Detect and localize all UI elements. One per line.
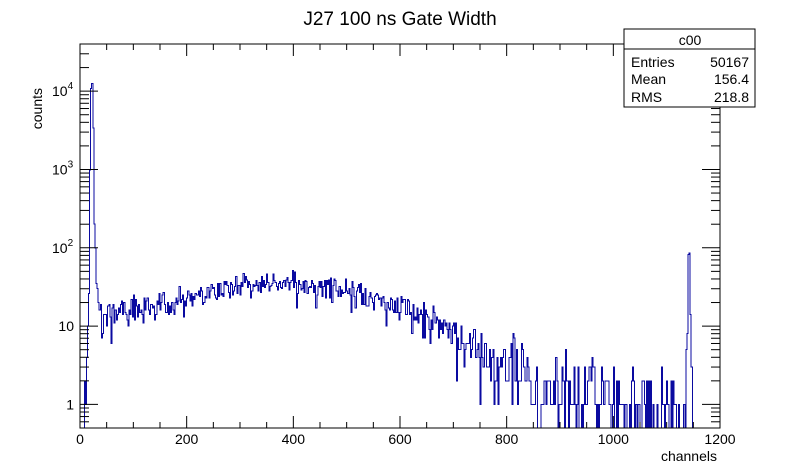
- y-tick-label: 103: [52, 159, 74, 177]
- stats-rms-value: 218.8: [714, 89, 749, 105]
- stats-mean-value: 156.4: [714, 71, 749, 87]
- stats-box-frame: [623, 28, 756, 108]
- y-tick-label: 1: [66, 396, 74, 412]
- x-axis-label: channels: [661, 448, 717, 464]
- y-tick-exponent: 2: [68, 238, 74, 249]
- y-tick-label: 102: [52, 238, 74, 256]
- y-tick-exponent: 4: [68, 81, 74, 92]
- x-tick-label: 0: [76, 431, 84, 447]
- chart-title: J27 100 ns Gate Width: [303, 9, 496, 30]
- stats-mean-label: Mean: [631, 71, 666, 87]
- stats-box-title: c00: [679, 32, 702, 48]
- y-tick-label: 10: [58, 318, 74, 334]
- stats-rms-label: RMS: [631, 89, 662, 105]
- x-tick-label: 800: [495, 431, 519, 447]
- stats-entries-label: Entries: [631, 54, 675, 70]
- x-tick-label: 200: [175, 431, 199, 447]
- x-tick-label: 400: [282, 431, 306, 447]
- y-axis-label: counts: [29, 88, 45, 129]
- x-tick-label: 1200: [704, 431, 735, 447]
- y-tick-label: 104: [52, 81, 74, 99]
- stats-box: c00 Entries 50167 Mean 156.4 RMS 218.8: [623, 28, 756, 108]
- y-tick-exponent: 3: [68, 159, 74, 170]
- x-tick-label: 600: [388, 431, 412, 447]
- x-tick-label: 1000: [598, 431, 629, 447]
- histogram-series: [83, 83, 693, 428]
- stats-entries-value: 50167: [710, 54, 749, 70]
